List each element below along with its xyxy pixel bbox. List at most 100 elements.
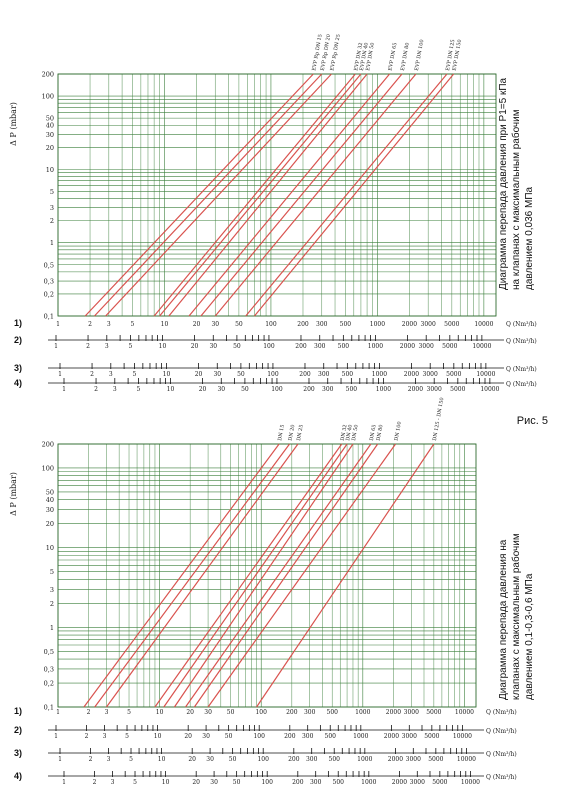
series-label: EVP DN 65 [388, 42, 399, 71]
x-tick-label: 3000 [404, 709, 419, 716]
x-tick-label: 10000 [472, 343, 491, 350]
x-tick-label: 2000 [384, 733, 399, 740]
x-tick-label: 20 [186, 709, 194, 716]
x-tick-label: 20 [188, 756, 196, 763]
x-tick-label: 1000 [370, 321, 385, 328]
x-tick-label: 100 [271, 386, 283, 393]
x-tick-label: 5 [137, 386, 141, 393]
series-line [94, 443, 291, 708]
x-tick-label: 100 [267, 371, 279, 378]
series-line [105, 73, 332, 317]
x-tick-label: 1 [58, 756, 62, 763]
y-tick-label: 10 [46, 166, 54, 174]
x-tick-label: 5 [133, 779, 137, 786]
series-label: DN 25 [296, 424, 305, 441]
x-tick-label: 2000 [386, 709, 401, 716]
x-tick-label: 100 [253, 733, 265, 740]
y-tick-label: 20 [46, 520, 54, 528]
x-tick-label: 3000 [427, 386, 442, 393]
y-tick-label: 100 [42, 464, 54, 472]
x-tick-label: 3 [103, 733, 107, 740]
series-line [256, 443, 435, 708]
y-tick-label: 0,3 [44, 278, 54, 286]
y-tick-label: 40 [46, 122, 54, 130]
x-tick-label: 500 [329, 756, 341, 763]
x-tick-label: 500 [338, 343, 350, 350]
y-tick-label: 3 [50, 204, 54, 212]
x-tick-label: 5000 [426, 709, 441, 716]
series-line [94, 73, 323, 317]
x-tick-label: 10000 [476, 371, 495, 378]
y-tick-label: 5 [50, 568, 54, 576]
x-tick-label: 30 [210, 779, 218, 786]
series-label: DN 32 [340, 424, 349, 441]
x-tick-label: 1 [62, 386, 66, 393]
x-tick-label: 1000 [376, 386, 391, 393]
x-tick-label: 500 [346, 386, 358, 393]
x-tick-label: 30 [211, 321, 219, 328]
x-tick-label: 2000 [404, 371, 419, 378]
side-title: Диаграмма перепада давления на клапанах с… [498, 533, 535, 700]
x-scale-row: 3) 1 2 3 5 10 20 30 50 100 200 300 500 1000 2000 3000 50… [14, 363, 537, 378]
x-tick-label: 5 [129, 343, 133, 350]
x-tick-label: 200 [292, 779, 304, 786]
x-tick-label: 3 [105, 343, 109, 350]
x-tick-label: 100 [261, 779, 273, 786]
x-scale-row-label: 1) [14, 706, 22, 716]
x-tick-label: 10000 [453, 733, 472, 740]
x-tick-label: 50 [229, 756, 237, 763]
x-scale-row: 4) 1 2 3 5 10 20 30 50 100 200 300 500 1000 2000 3000 50… [14, 378, 537, 393]
x-tick-label: 1 [62, 779, 66, 786]
x-tick-label: 2 [93, 779, 97, 786]
x-tick-label: 1 [54, 733, 58, 740]
x-tick-label: 1000 [355, 709, 370, 716]
x-tick-label: 2 [90, 371, 94, 378]
x-tick-label: 200 [297, 321, 309, 328]
y-tick-label: 40 [46, 496, 54, 504]
x-tick-label: 300 [322, 386, 334, 393]
x-tick-label: 2 [88, 321, 92, 328]
x-tick-label: 10 [167, 386, 175, 393]
series-label: DN 40 [345, 424, 354, 441]
series-line [153, 73, 356, 317]
x-tick-label: 10000 [457, 756, 476, 763]
x-tick-label: 2 [89, 756, 93, 763]
x-axis-unit: Q (Nm³/h) [506, 366, 537, 373]
x-tick-label: 30 [217, 386, 225, 393]
x-tick-label: 3 [107, 321, 111, 328]
series-line [193, 443, 379, 708]
y-tick-label: 0,1 [44, 313, 54, 321]
x-tick-label: 5000 [450, 386, 465, 393]
side-title-line: Диаграмма перепада давления при P1=5 кПа [498, 77, 509, 290]
y-tick-label: 3 [50, 586, 54, 594]
x-tick-label: 10000 [455, 709, 474, 716]
y-tick-label: 100 [42, 93, 54, 101]
x-tick-label: 3000 [406, 756, 421, 763]
y-tick-label: 50 [46, 115, 54, 123]
x-scale-row-label: 3) [14, 363, 22, 373]
x-tick-label: 200 [299, 371, 311, 378]
x-tick-label: 3 [105, 709, 109, 716]
x-tick-label: 5000 [444, 321, 459, 328]
x-tick-label: 20 [195, 371, 203, 378]
x-tick-label: 200 [286, 709, 298, 716]
x-tick-label: 5 [129, 756, 133, 763]
x-tick-label: 100 [265, 321, 277, 328]
x-tick-label: 10 [159, 343, 167, 350]
y-tick-label: 2 [50, 600, 54, 608]
side-title-line: на клапанах с максимальным рабочим [510, 109, 522, 290]
x-tick-label: 10 [161, 321, 169, 328]
series-label: EVP DN 150 [452, 39, 463, 71]
side-title: Диаграмма перепада давления при P1=5 кПа… [498, 77, 535, 290]
x-scale-row: 1) 1 2 3 5 10 20 30 50 100 200 300 500 1000 2000 3000 50… [14, 706, 517, 716]
x-tick-label: 3000 [402, 733, 417, 740]
x-tick-label: 5000 [428, 756, 443, 763]
series-label: DN 80 [376, 424, 385, 441]
y-tick-label: 30 [46, 131, 54, 139]
x-tick-label: 30 [204, 709, 212, 716]
x-tick-label: 500 [327, 709, 339, 716]
x-tick-label: 5000 [446, 371, 461, 378]
